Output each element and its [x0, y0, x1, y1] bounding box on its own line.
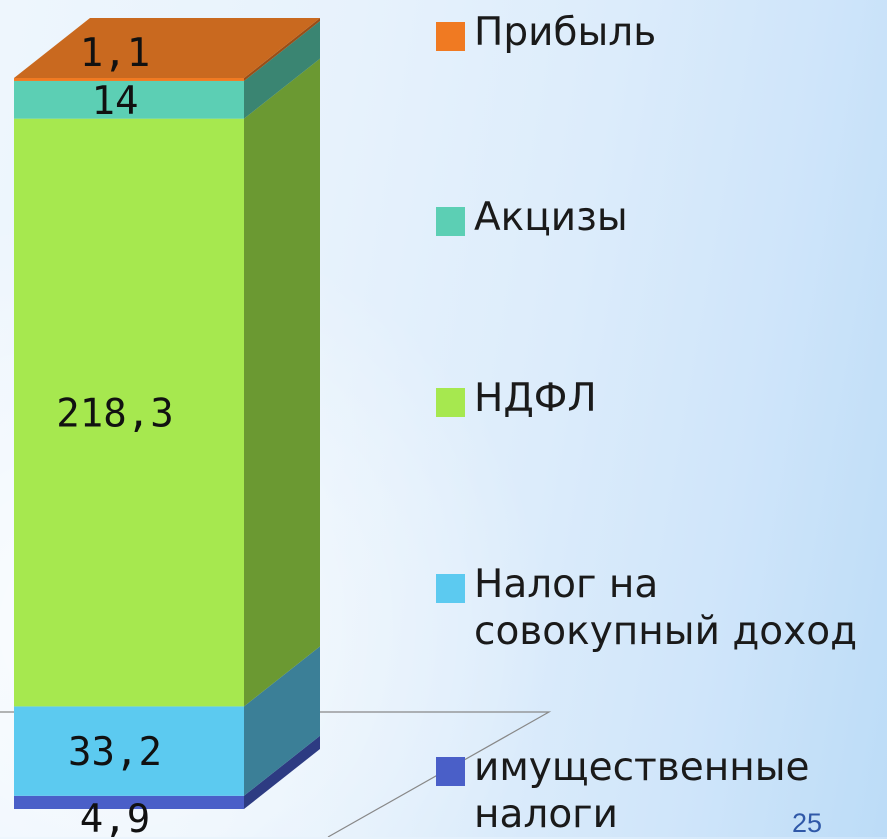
- legend-label-total-income-tax: Налог на совокупный доход: [474, 562, 858, 654]
- data-label-3: 14: [92, 79, 139, 124]
- data-label-2: 218,3: [56, 392, 173, 437]
- legend-item-ndfl: НДФЛ: [436, 375, 879, 422]
- legend-swatch-profit: [436, 22, 465, 51]
- legend-item-excise: Акцизы: [436, 194, 879, 241]
- legend-swatch-excise: [436, 207, 465, 236]
- segment-0-side: [244, 735, 320, 809]
- segment-3-side: [244, 20, 320, 119]
- segment-4-top: [14, 18, 320, 78]
- segment-1-side: [244, 646, 320, 796]
- segment-1-front: [14, 706, 244, 796]
- segment-2-side: [244, 58, 320, 707]
- data-label-4: 1,1: [80, 31, 150, 76]
- legend-item-property-taxes: имущественные налоги: [436, 744, 879, 838]
- page-number: 25: [792, 808, 823, 838]
- legend-item-profit: Прибыль: [436, 9, 879, 56]
- legend-label-excise: Акцизы: [474, 195, 628, 240]
- data-labels: 4,9 33,2 218,3 141,1: [56, 31, 173, 837]
- segment-4-side: [244, 18, 320, 81]
- stacked-bar-chart: 4,9 33,2 218,3 141,1: [0, 18, 552, 837]
- stacked-bar: [14, 18, 320, 809]
- legend-swatch-property-taxes: [436, 757, 465, 786]
- legend-swatch-total-income-tax: [436, 574, 465, 603]
- legend-swatch-ndfl: [436, 388, 465, 417]
- segment-2-front: [14, 118, 244, 707]
- legend-label-property-taxes: имущественные налоги: [474, 745, 810, 837]
- legend-item-total-income-tax: Налог на совокупный доход: [436, 561, 879, 655]
- data-label-1: 33,2: [68, 730, 162, 775]
- segment-3-front: [14, 80, 244, 119]
- chart-legend: Прибыль Акцизы НДФЛ Налог на совокупный …: [436, 0, 887, 837]
- segment-0-front: [14, 795, 244, 809]
- legend-label-profit: Прибыль: [474, 10, 657, 55]
- segment-4-front: [14, 78, 244, 81]
- data-label-0: 4,9: [80, 797, 150, 837]
- legend-label-ndfl: НДФЛ: [474, 376, 597, 421]
